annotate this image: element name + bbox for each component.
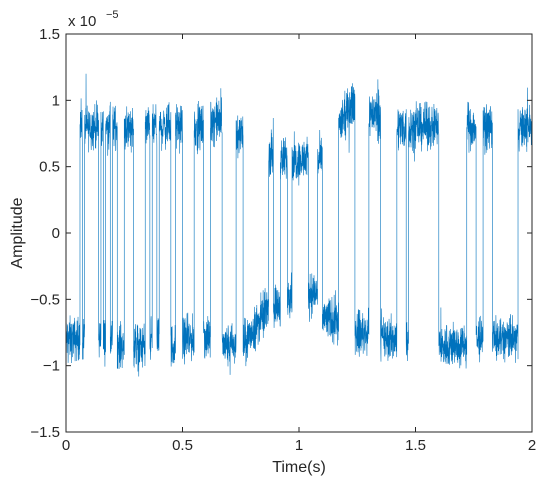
plot-area [65,73,533,377]
x-axis-label: Time(s) [272,459,326,476]
y-axis-label: Amplitude [9,197,26,268]
y-tick-label: 1 [52,92,60,109]
x-tick-label: 0.5 [172,437,193,454]
x-tick-label: 2 [528,437,536,454]
y-axis-exponent-prefix: x 10 [68,13,96,30]
y-tick-label: −1.5 [30,424,60,441]
axis-labels: Time(s) Amplitude x 10 −5 [9,9,326,476]
axes: 0 0.5 1 1.5 2 −1.5 −1 −0.5 0 0.5 1 1.5 [30,26,536,454]
y-tick-label: −0.5 [30,291,60,308]
y-axis-exponent-power: −5 [106,9,119,21]
x-tick-label: 1 [295,437,303,454]
y-tick-label: 1.5 [39,26,60,43]
x-tick-label: 1.5 [405,437,426,454]
y-tick-label: −1 [43,358,60,375]
y-tick-label: 0.5 [39,159,60,176]
x-tick-label: 0 [62,437,70,454]
y-tick-label: 0 [52,225,60,242]
signal-line [65,73,533,377]
